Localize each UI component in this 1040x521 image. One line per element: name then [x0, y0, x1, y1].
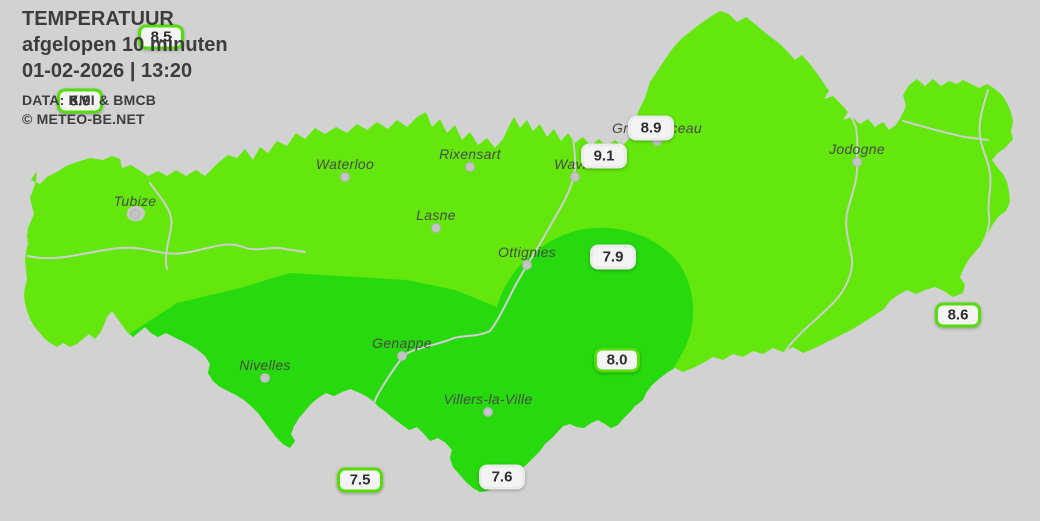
data-source: DATA: KMI & BMCB [22, 92, 157, 108]
urban-area-tubize [126, 206, 146, 222]
datetime: 01-02-2026 | 13:20 [22, 60, 193, 82]
copyright: © METEO-BE.NET [22, 111, 145, 127]
header-spacer [22, 84, 228, 91]
subtitle: afgelopen 10 minuten [22, 34, 228, 56]
page-title: TEMPERATUUR [22, 8, 174, 30]
map-header: TEMPERATUUR afgelopen 10 minuten 01-02-2… [22, 6, 228, 129]
